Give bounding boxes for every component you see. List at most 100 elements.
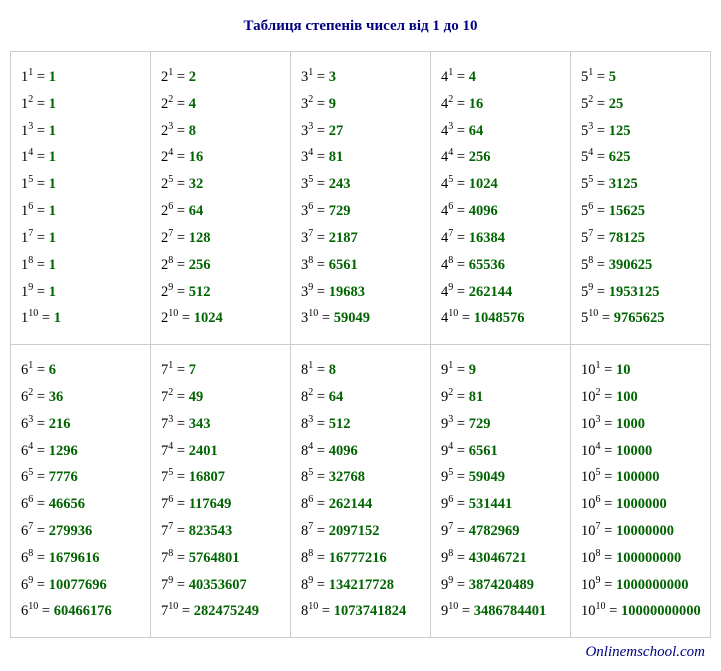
equals: = bbox=[33, 496, 48, 512]
result: 59049 bbox=[469, 469, 505, 485]
equals: = bbox=[601, 577, 616, 593]
equals: = bbox=[593, 230, 608, 246]
equals: = bbox=[173, 550, 188, 566]
base: 10 bbox=[581, 389, 596, 405]
result: 16384 bbox=[469, 230, 505, 246]
result: 282475249 bbox=[194, 603, 259, 619]
result: 8 bbox=[189, 123, 196, 139]
power-row: 610 = 60466176 bbox=[21, 598, 144, 625]
exponent: 10 bbox=[28, 308, 38, 319]
result: 2 bbox=[189, 69, 196, 85]
result: 1953125 bbox=[609, 284, 660, 300]
exponent: 10 bbox=[448, 308, 458, 319]
power-row: 68 = 1679616 bbox=[21, 545, 144, 572]
equals: = bbox=[453, 284, 468, 300]
base: 10 bbox=[581, 496, 596, 512]
page-title: Таблиця степенів чисел від 1 до 10 bbox=[10, 18, 711, 35]
exponent: 10 bbox=[308, 602, 318, 613]
equals: = bbox=[178, 603, 193, 619]
equals: = bbox=[593, 284, 608, 300]
equals: = bbox=[601, 416, 616, 432]
result: 2187 bbox=[329, 230, 358, 246]
equals: = bbox=[33, 69, 48, 85]
equals: = bbox=[38, 603, 53, 619]
equals: = bbox=[313, 496, 328, 512]
result: 4096 bbox=[329, 443, 358, 459]
power-row: 106 = 1000000 bbox=[581, 491, 704, 518]
equals: = bbox=[453, 577, 468, 593]
power-row: 39 = 19683 bbox=[301, 279, 424, 306]
equals: = bbox=[593, 203, 608, 219]
exponent: 10 bbox=[168, 308, 178, 319]
result: 81 bbox=[469, 389, 484, 405]
cell-base-4: 41 = 442 = 1643 = 6444 = 25645 = 102446 … bbox=[431, 52, 571, 345]
power-row: 71 = 7 bbox=[161, 357, 284, 384]
power-row: 57 = 78125 bbox=[581, 225, 704, 252]
equals: = bbox=[453, 149, 468, 165]
equals: = bbox=[33, 176, 48, 192]
equals: = bbox=[173, 176, 188, 192]
power-row: 15 = 1 bbox=[21, 171, 144, 198]
equals: = bbox=[313, 149, 328, 165]
equals: = bbox=[173, 443, 188, 459]
power-row: 22 = 4 bbox=[161, 91, 284, 118]
power-row: 37 = 2187 bbox=[301, 225, 424, 252]
result: 1 bbox=[49, 176, 56, 192]
power-row: 109 = 1000000000 bbox=[581, 572, 704, 599]
result: 16 bbox=[189, 149, 204, 165]
equals: = bbox=[453, 389, 468, 405]
equals: = bbox=[173, 149, 188, 165]
equals: = bbox=[453, 230, 468, 246]
result: 2097152 bbox=[329, 523, 380, 539]
cell-base-9: 91 = 992 = 8193 = 72994 = 656195 = 59049… bbox=[431, 345, 571, 638]
base: 10 bbox=[581, 577, 596, 593]
power-row: 87 = 2097152 bbox=[301, 518, 424, 545]
equals: = bbox=[593, 96, 608, 112]
power-row: 14 = 1 bbox=[21, 144, 144, 171]
power-row: 36 = 729 bbox=[301, 198, 424, 225]
equals: = bbox=[601, 550, 616, 566]
result: 100000000 bbox=[616, 550, 681, 566]
power-row: 31 = 3 bbox=[301, 64, 424, 91]
equals: = bbox=[601, 523, 616, 539]
power-row: 82 = 64 bbox=[301, 384, 424, 411]
result: 6 bbox=[49, 362, 56, 378]
equals: = bbox=[313, 416, 328, 432]
result: 1073741824 bbox=[334, 603, 407, 619]
power-row: 27 = 128 bbox=[161, 225, 284, 252]
base: 10 bbox=[581, 416, 596, 432]
equals: = bbox=[33, 257, 48, 273]
equals: = bbox=[173, 257, 188, 273]
result: 343 bbox=[189, 416, 211, 432]
result: 10077696 bbox=[49, 577, 107, 593]
result: 46656 bbox=[49, 496, 85, 512]
power-row: 101 = 10 bbox=[581, 357, 704, 384]
equals: = bbox=[313, 362, 328, 378]
result: 3486784401 bbox=[474, 603, 547, 619]
power-row: 44 = 256 bbox=[441, 144, 564, 171]
power-row: 73 = 343 bbox=[161, 411, 284, 438]
cell-base-6: 61 = 662 = 3663 = 21664 = 129665 = 77766… bbox=[11, 345, 151, 638]
result: 128 bbox=[189, 230, 211, 246]
power-row: 91 = 9 bbox=[441, 357, 564, 384]
exponent: 10 bbox=[28, 602, 38, 613]
power-row: 55 = 3125 bbox=[581, 171, 704, 198]
equals: = bbox=[313, 69, 328, 85]
result: 625 bbox=[609, 149, 631, 165]
power-row: 51 = 5 bbox=[581, 64, 704, 91]
result: 1 bbox=[49, 69, 56, 85]
table-row: 11 = 112 = 113 = 114 = 115 = 116 = 117 =… bbox=[11, 52, 711, 345]
cell-base-5: 51 = 552 = 2553 = 12554 = 62555 = 312556… bbox=[571, 52, 711, 345]
equals: = bbox=[33, 96, 48, 112]
equals: = bbox=[593, 69, 608, 85]
result: 6561 bbox=[469, 443, 498, 459]
result: 262144 bbox=[329, 496, 373, 512]
equals: = bbox=[173, 96, 188, 112]
power-row: 105 = 100000 bbox=[581, 464, 704, 491]
power-row: 104 = 10000 bbox=[581, 438, 704, 465]
equals: = bbox=[33, 230, 48, 246]
result: 8 bbox=[329, 362, 336, 378]
base: 10 bbox=[581, 362, 596, 378]
equals: = bbox=[601, 496, 616, 512]
power-row: 95 = 59049 bbox=[441, 464, 564, 491]
